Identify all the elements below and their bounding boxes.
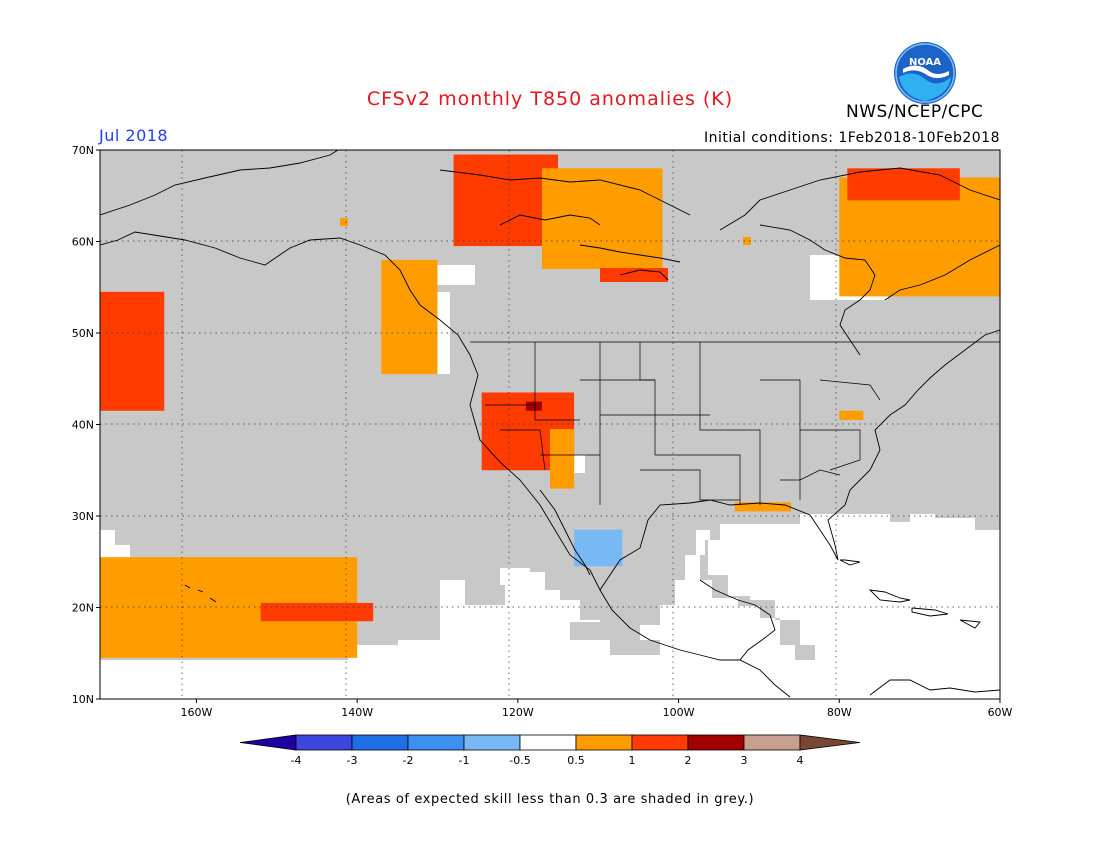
coastlines — [100, 150, 1000, 698]
lat-tick-label: 30N — [72, 510, 94, 523]
noaa-logo: NOAA — [894, 42, 956, 104]
extra-red-canada — [600, 268, 668, 282]
colorbar-bin — [687, 734, 745, 751]
lat-tick-label: 10N — [72, 693, 94, 706]
anomaly-region-3 — [260, 602, 374, 622]
anomaly-region-7 — [550, 429, 575, 489]
valid-month-label: Jul 2018 — [99, 126, 169, 145]
colorbar-label: -3 — [347, 754, 358, 767]
initial-conditions-label: Initial conditions: 1Feb2018-10Feb2018 — [704, 130, 1000, 146]
colorbar-bin — [519, 734, 577, 751]
colorbar-label: 2 — [685, 754, 692, 767]
lon-tick-label: 160W — [180, 706, 212, 719]
colorbar-label: -1 — [459, 754, 470, 767]
agency-label: NWS/NCEP/CPC — [846, 102, 984, 122]
skill-footnote: (Areas of expected skill less than 0.3 a… — [345, 792, 755, 807]
colorbar-label: -4 — [291, 754, 302, 767]
colorbar-bin — [295, 734, 353, 751]
colorbar-bin — [743, 734, 801, 751]
colorbar-label: 4 — [797, 754, 804, 767]
lat-tick-label: 40N — [72, 419, 94, 432]
lat-tick-label: 20N — [72, 602, 94, 615]
anomaly-region-10 — [839, 410, 864, 420]
state-borders — [470, 341, 1000, 505]
svg-text:NOAA: NOAA — [909, 57, 941, 68]
anomaly-region-9 — [734, 502, 792, 512]
lat-tick-label: 60N — [72, 236, 94, 249]
anomaly-region-2 — [100, 291, 165, 411]
colorbar-bin — [463, 734, 521, 751]
colorbar-bin — [575, 734, 633, 751]
anomaly-region-8 — [574, 529, 623, 567]
colorbar-label: 3 — [741, 754, 748, 767]
anomaly-region-12 — [541, 168, 663, 269]
colorbar-bin — [631, 734, 689, 751]
anomaly-region-6 — [525, 401, 542, 411]
anomaly-region-11 — [453, 154, 559, 247]
colorbar-bin — [407, 734, 465, 751]
colorbar-bin — [351, 734, 409, 751]
lon-tick-label: 140W — [341, 706, 373, 719]
grid-lines — [100, 150, 1000, 699]
lon-tick-label: 80W — [827, 706, 852, 719]
anomaly-layer — [100, 154, 1000, 658]
colorbar-min-arrow — [239, 734, 297, 751]
colorbar-label: -0.5 — [509, 754, 530, 767]
anomaly-region-14 — [847, 168, 960, 201]
lon-tick-label: 100W — [663, 706, 695, 719]
lat-tick-label: 50N — [72, 327, 94, 340]
lon-tick-label: 120W — [502, 706, 534, 719]
lat-tick-label: 70N — [72, 144, 94, 157]
extra-orange-ak — [340, 218, 348, 226]
land-grey-extra — [570, 622, 660, 655]
anomaly-region-4 — [381, 259, 438, 375]
colorbar: -4 -3 -2 -1 -0.5 0.5 1 2 3 4 — [239, 734, 861, 767]
extra-orange-lab — [743, 237, 751, 245]
lon-tick-label: 60W — [988, 706, 1013, 719]
chart-title: CFSv2 monthly T850 anomalies (K) — [366, 88, 734, 110]
colorbar-max-arrow — [799, 734, 861, 751]
colorbar-label: 1 — [629, 754, 636, 767]
colorbar-label: 0.5 — [567, 754, 585, 767]
colorbar-label: -2 — [403, 754, 414, 767]
axis-labels: 160W 140W 120W 100W 80W 60W 70N 60N 50N 40N 30N 20N… — [72, 144, 1013, 719]
